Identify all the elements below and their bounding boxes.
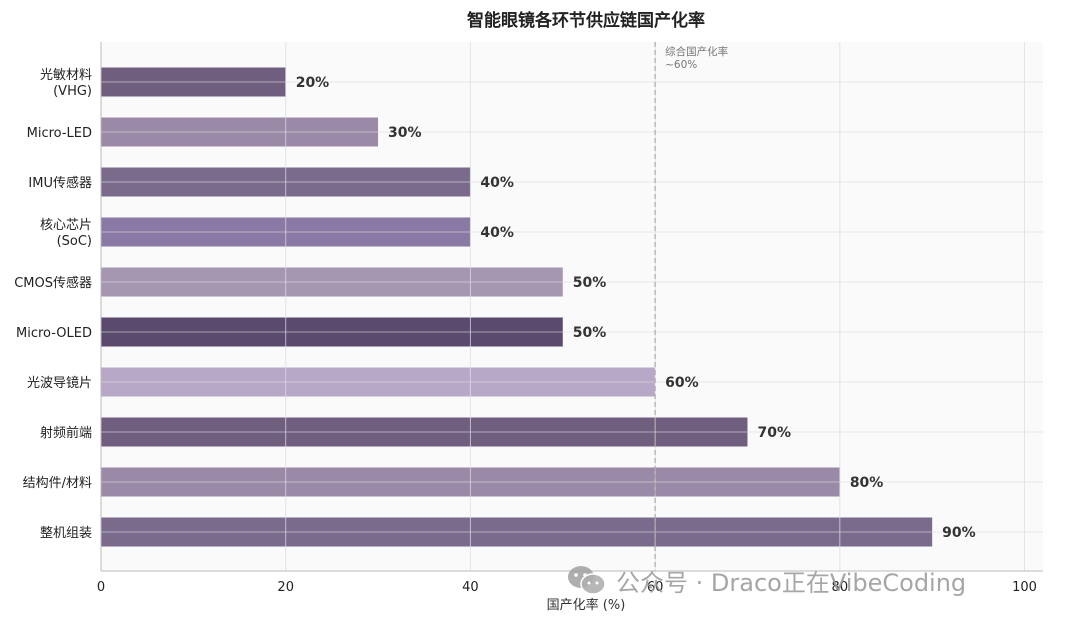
category-label-6: 光波导镜片 xyxy=(27,376,92,391)
x-tick-label: 60 xyxy=(647,580,664,595)
x-tick-label: 20 xyxy=(277,580,294,595)
value-label-2: 40% xyxy=(480,175,514,191)
chart-title: 智能眼镜各环节供应链国产化率 xyxy=(467,11,705,31)
reference-line-value: ~60% xyxy=(665,59,697,71)
x-tick-label: 100 xyxy=(1012,580,1037,595)
reference-line-label: 综合国产化率 xyxy=(665,45,728,58)
category-label-8: 结构件/材料 xyxy=(23,476,92,491)
category-label-5: Micro-OLED xyxy=(16,326,92,341)
category-label-7: 射频前端 xyxy=(40,425,92,441)
x-tick-label: 40 xyxy=(462,580,479,595)
category-label-1: Micro-LED xyxy=(27,126,92,141)
value-label-5: 50% xyxy=(573,325,607,341)
value-label-9: 90% xyxy=(942,525,976,541)
category-label-9: 整机组装 xyxy=(40,526,92,541)
category-label-2: IMU传感器 xyxy=(28,175,92,191)
watermark-text: 公众号 · Draco正在VibeCoding xyxy=(616,568,967,597)
x-tick-label: 80 xyxy=(832,580,849,595)
watermark: 公众号 · Draco正在VibeCoding xyxy=(566,562,1066,598)
value-label-7: 70% xyxy=(757,425,791,441)
category-label-3: 核心芯片(SoC) xyxy=(40,218,92,249)
value-label-8: 80% xyxy=(850,475,884,491)
category-label-4: CMOS传感器 xyxy=(14,275,92,291)
x-axis-title: 国产化率 (%) xyxy=(547,597,626,613)
value-label-0: 20% xyxy=(296,75,330,91)
value-label-4: 50% xyxy=(573,275,607,291)
value-label-1: 30% xyxy=(388,125,422,141)
wechat-icon xyxy=(568,566,606,595)
category-label-0: 光敏材料(VHG) xyxy=(40,68,92,99)
value-label-6: 60% xyxy=(665,375,699,391)
x-tick-label: 0 xyxy=(97,580,105,595)
value-label-3: 40% xyxy=(480,225,514,241)
